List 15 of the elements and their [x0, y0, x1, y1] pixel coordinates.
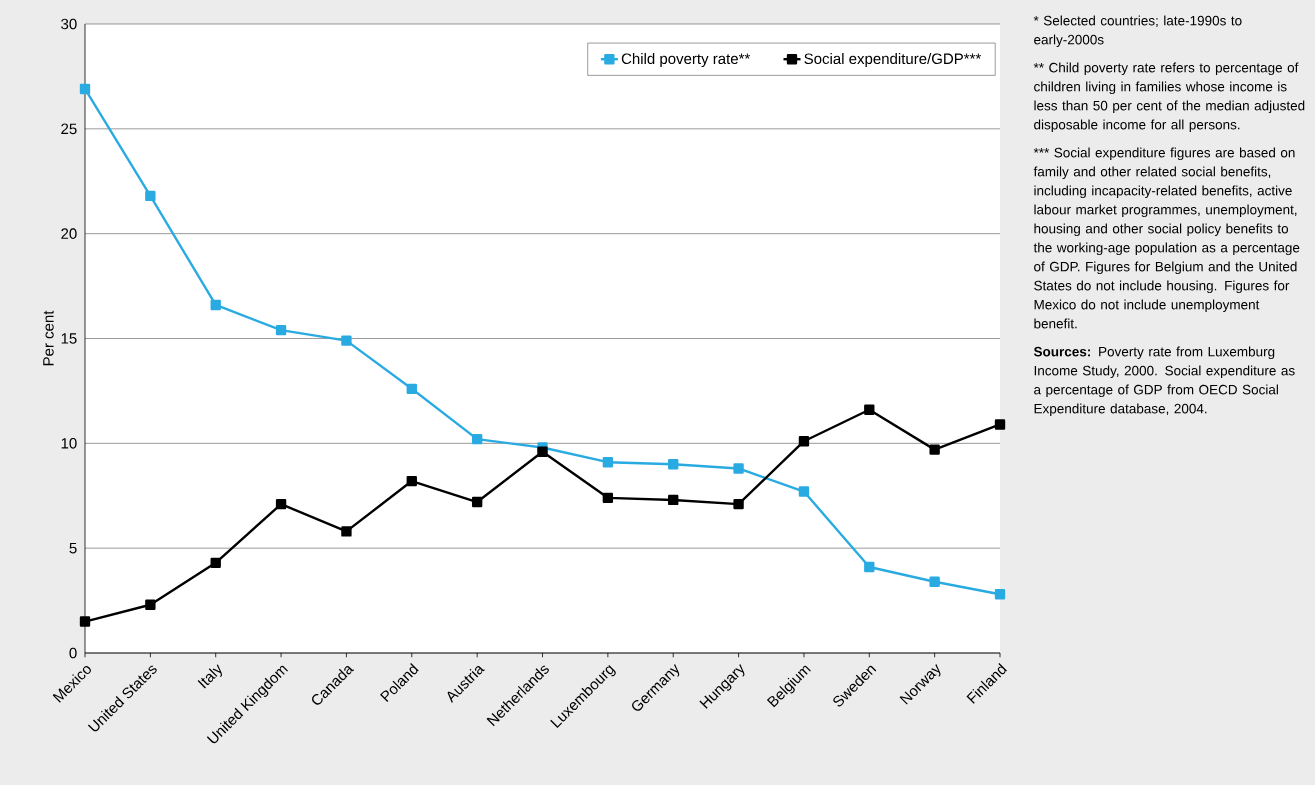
legend-label: Social expenditure/GDP*** — [804, 53, 982, 67]
y-axis-title: Per cent — [43, 310, 54, 366]
y-tick-label: 25 — [61, 123, 77, 135]
text: ** Child poverty rate refers to percentage of children living in families whose income is less than 50 per cent of the median adjusted disposable income for all persons. — [1033, 62, 1305, 133]
x-tick-label: Italy — [197, 664, 222, 689]
text: * Selected countries; late-1990s to early-2000s — [1033, 15, 1242, 48]
y-tick-label: 0 — [69, 647, 77, 659]
y-tick-label: 15 — [61, 333, 77, 344]
text: *** Social expenditure figures are based on family and other related social benefits, including incapacity-related benefits, active labour market programmes, unemployment, housing and other social policy benefits to the working-age population as a percentage of GDP. Figures for Belgium and the United States do not include housing. Figures for Mexico do not include unemployment benefit. — [1033, 147, 1300, 329]
y-tick-label: 5 — [69, 542, 77, 554]
legend-label: Child poverty rate** — [621, 53, 751, 67]
text: Sources: Poverty rate from Luxemburg Income Study, 2000. Social expenditure as a percentage of GDP from OECD Social Expenditure database, 2004. — [1033, 346, 1295, 417]
y-tick-label: 20 — [61, 228, 77, 239]
y-tick-label: 10 — [61, 438, 77, 449]
y-tick-label: 30 — [61, 18, 77, 30]
